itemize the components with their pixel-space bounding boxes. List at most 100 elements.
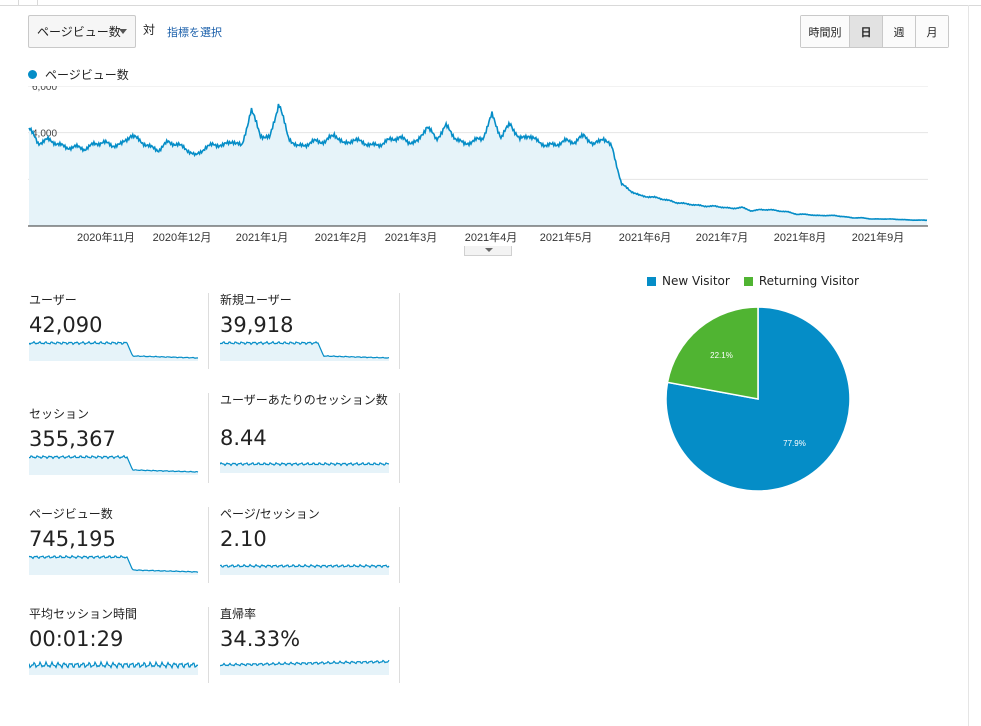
x-tick-label: 2021年7月 <box>696 230 749 244</box>
sparkline-line <box>220 563 390 569</box>
series-area <box>29 104 927 226</box>
metric-sparkline <box>220 563 390 575</box>
x-tick-label: 2021年8月 <box>774 230 827 244</box>
metric-sparkline <box>220 461 390 473</box>
x-tick-label: 2021年4月 <box>465 230 518 244</box>
pie-legend-item-returning[interactable]: Returning Visitor <box>743 274 859 288</box>
sparkline-area <box>29 662 198 675</box>
granularity-day-button[interactable]: 日 <box>849 16 882 47</box>
metric-tile-sessions-per-user[interactable]: ユーザーあたりのセッション数 8.44 <box>220 393 398 483</box>
pie-legend-label: Returning Visitor <box>758 274 859 288</box>
returning-visitor-swatch-icon <box>743 276 753 286</box>
metric-label: ページ/セッション <box>220 507 320 521</box>
granularity-month-button[interactable]: 月 <box>915 16 948 47</box>
series-dot-icon <box>28 70 37 79</box>
metric-value: 355,367 <box>29 427 116 451</box>
main-chart-series-name: ページビュー数 <box>45 68 129 82</box>
granularity-week-button[interactable]: 週 <box>882 16 915 47</box>
metric-value: 42,090 <box>29 313 103 337</box>
tab-strip-border <box>0 0 981 6</box>
metric-sparkline <box>29 660 199 675</box>
tile-divider <box>399 393 400 483</box>
metric-label: ユーザーあたりのセッション数 <box>220 393 388 407</box>
metric-value: 34.33% <box>220 627 301 651</box>
sparkline-line <box>220 461 390 467</box>
metric-tile-pages-per-session[interactable]: ページ/セッション 2.10 <box>220 507 398 597</box>
tile-divider <box>399 507 400 583</box>
sparkline-line <box>29 554 199 573</box>
sparkline-line <box>29 454 199 473</box>
active-tab[interactable] <box>18 0 38 5</box>
tile-divider <box>399 293 400 369</box>
metric-dropdown[interactable]: ページビュー数 <box>28 15 136 48</box>
panel-border <box>968 5 969 726</box>
metric-value: 2.10 <box>220 527 267 551</box>
pie-legend: New Visitor Returning Visitor <box>647 274 873 288</box>
tile-divider <box>399 607 400 683</box>
series-line <box>28 103 928 222</box>
metric-label: ページビュー数 <box>29 507 113 521</box>
tile-divider <box>208 607 209 683</box>
metric-tile-sessions[interactable]: セッション 355,367 <box>29 407 207 497</box>
versus-label: 対 <box>143 23 156 37</box>
tile-divider <box>208 393 209 483</box>
sparkline-area <box>29 341 198 361</box>
metric-sparkline <box>220 340 390 361</box>
choose-metric-link[interactable]: 指標を選択 <box>167 26 222 39</box>
x-tick-label: 2021年2月 <box>315 230 368 244</box>
x-tick-label: 2021年3月 <box>385 230 438 244</box>
chevron-down-icon <box>119 29 127 34</box>
x-tick-label: 2020年11月 <box>77 230 135 244</box>
metric-tile-users[interactable]: ユーザー 42,090 <box>29 293 207 383</box>
sparkline-area <box>29 555 198 575</box>
sparkline-area <box>220 564 389 575</box>
metric-tile-bounce-rate[interactable]: 直帰率 34.33% <box>220 607 398 697</box>
x-tick-label: 2020年12月 <box>153 230 212 244</box>
metric-tile-new-users[interactable]: 新規ユーザー 39,918 <box>220 293 398 383</box>
metric-value: 00:01:29 <box>29 627 124 651</box>
pie-slice-label: 77.9% <box>783 439 806 448</box>
metric-label: セッション <box>29 407 90 421</box>
x-tick-label: 2021年1月 <box>236 230 289 244</box>
pie-legend-item-new[interactable]: New Visitor <box>647 274 730 288</box>
metric-value: 39,918 <box>220 313 294 337</box>
metric-sparkline <box>29 554 199 575</box>
metric-label: 新規ユーザー <box>220 293 292 307</box>
pie-slice-label: 22.1% <box>710 351 733 360</box>
metric-value: 745,195 <box>29 527 116 551</box>
pie-slice <box>665 306 851 492</box>
sparkline-line <box>29 340 199 359</box>
metric-label: 平均セッション時間 <box>29 607 138 621</box>
new-visitor-swatch-icon <box>647 276 656 286</box>
x-tick-label: 2021年6月 <box>619 230 672 244</box>
x-tick-label: 2021年9月 <box>852 230 905 244</box>
sparkline-area <box>220 660 389 675</box>
tile-divider <box>208 293 209 369</box>
pageviews-trend-chart: 6,0004,0002,0002020年11月2020年12月2021年1月20… <box>28 86 928 244</box>
metric-sparkline <box>29 340 199 361</box>
y-tick-label: 4,000 <box>32 129 57 140</box>
x-tick-label: 2021年5月 <box>540 230 593 244</box>
sparkline-area <box>220 341 389 361</box>
sparkline-line <box>29 660 199 670</box>
metric-tile-pageviews[interactable]: ページビュー数 745,195 <box>29 507 207 597</box>
chart-expand-handle[interactable] <box>464 246 512 256</box>
pie-legend-label: New Visitor <box>662 274 730 288</box>
main-chart-legend: ページビュー数 <box>28 66 129 83</box>
metric-dropdown-value: ページビュー数 <box>37 25 121 39</box>
metric-label: 直帰率 <box>220 607 257 621</box>
metric-label: ユーザー <box>29 293 77 307</box>
sparkline-line <box>220 340 390 359</box>
metric-sparkline <box>220 659 390 675</box>
metric-value: 8.44 <box>220 426 267 450</box>
metric-sparkline <box>29 454 199 475</box>
granularity-hourly-button[interactable]: 時間別 <box>801 16 849 47</box>
metric-tile-avg-session-duration[interactable]: 平均セッション時間 00:01:29 <box>29 607 207 697</box>
sparkline-line <box>220 659 390 667</box>
pie-slice <box>666 306 759 400</box>
granularity-toggle: 時間別 日 週 月 <box>800 15 949 48</box>
tile-divider <box>208 507 209 583</box>
sparkline-area <box>29 455 198 475</box>
y-tick-label: 6,000 <box>32 86 57 93</box>
visitor-type-pie-chart: 77.9% 22.1% <box>665 306 851 492</box>
